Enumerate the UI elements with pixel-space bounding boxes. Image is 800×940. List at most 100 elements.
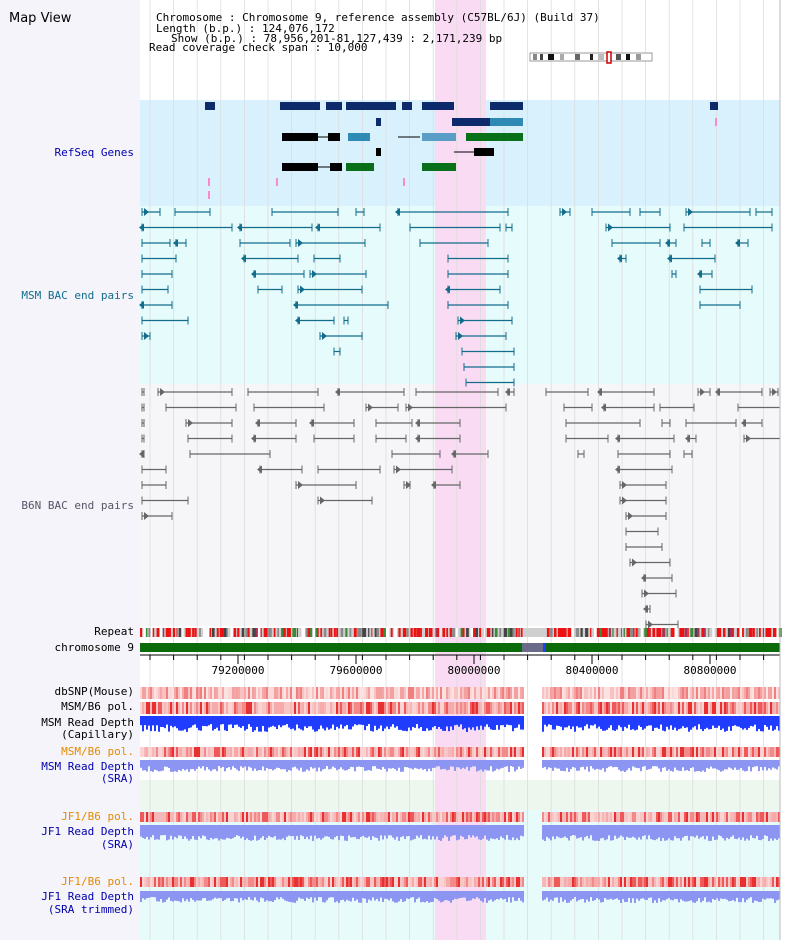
- read-depth-bar: [420, 891, 422, 903]
- read-depth-bar: [550, 825, 552, 841]
- read-depth-bar: [696, 760, 698, 772]
- read-depth-bar: [772, 891, 774, 899]
- repeat-element: [281, 628, 284, 637]
- polymorphism-cell: [772, 747, 774, 757]
- chromosome-ideogram[interactable]: [529, 51, 653, 64]
- read-depth-bar: [422, 716, 424, 731]
- read-depth-bar: [694, 891, 696, 903]
- repeat-element: [237, 628, 240, 637]
- read-depth-bar: [204, 716, 206, 727]
- repeat-element: [520, 628, 523, 637]
- polymorphism-cell: [466, 747, 468, 757]
- polymorphism-cell: [512, 747, 514, 757]
- polymorphism-cell: [706, 747, 708, 757]
- read-depth-bar: [328, 825, 330, 837]
- read-depth-bar: [428, 891, 430, 903]
- read-depth-bar: [464, 825, 466, 840]
- msm-bac-pairs-track[interactable]: [139, 208, 773, 387]
- read-depth-bar: [142, 716, 144, 732]
- polymorphism-heat-tracks[interactable]: [140, 687, 780, 887]
- read-depth-bar: [578, 760, 580, 771]
- read-depth-bar: [626, 825, 628, 837]
- polymorphism-cell: [558, 747, 560, 757]
- polymorphism-cell: [400, 812, 402, 822]
- read-depth-bar: [758, 760, 760, 772]
- msm-bac-arrow: [458, 332, 463, 340]
- polymorphism-cell: [372, 702, 374, 714]
- read-depth-bar: [576, 760, 578, 771]
- repeat-element: [475, 628, 478, 637]
- read-depth-bar: [460, 760, 462, 770]
- read-depth-bar: [544, 891, 546, 900]
- msm-bac-arrow: [665, 239, 670, 247]
- read-depth-bar: [278, 825, 280, 840]
- read-depth-bar: [668, 760, 670, 770]
- read-depth-bar: [288, 760, 290, 771]
- read-depth-bar: [634, 716, 636, 731]
- polymorphism-cell: [386, 747, 388, 757]
- read-depth-bar: [740, 760, 742, 768]
- polymorphism-cell: [204, 812, 206, 822]
- read-depth-tracks[interactable]: [140, 716, 780, 903]
- polymorphism-cell: [180, 747, 182, 757]
- read-depth-bar: [282, 825, 284, 839]
- polymorphism-cell: [404, 702, 406, 714]
- polymorphism-cell: [628, 702, 630, 714]
- polymorphism-cell: [214, 812, 216, 822]
- read-depth-bar: [774, 825, 776, 839]
- read-depth-bar: [490, 825, 492, 839]
- polymorphism-cell: [510, 702, 512, 714]
- polymorphism-cell: [150, 687, 152, 699]
- polymorphism-cell: [328, 747, 330, 757]
- refseq-genes-track[interactable]: [205, 102, 718, 199]
- polymorphism-cell: [674, 702, 676, 714]
- polymorphism-cell: [440, 812, 442, 822]
- polymorphism-cell: [210, 877, 212, 887]
- repeat-track[interactable]: [140, 628, 782, 637]
- polymorphism-cell: [334, 687, 336, 699]
- polymorphism-cell: [770, 812, 772, 822]
- polymorphism-cell: [410, 702, 412, 714]
- repeat-element: [670, 628, 675, 637]
- polymorphism-cell: [236, 877, 238, 887]
- read-depth-bar: [258, 760, 260, 771]
- read-depth-bar: [214, 760, 216, 770]
- read-depth-bar: [336, 825, 338, 837]
- read-depth-bar: [142, 891, 144, 899]
- polymorphism-cell: [182, 687, 184, 699]
- read-depth-bar: [582, 891, 584, 899]
- polymorphism-cell: [438, 747, 440, 757]
- polymorphism-cell: [148, 702, 150, 714]
- polymorphism-cell: [454, 812, 456, 822]
- polymorphism-cell: [756, 702, 758, 714]
- read-depth-bar: [602, 716, 604, 731]
- polymorphism-cell: [268, 877, 270, 887]
- chromosome-track[interactable]: [140, 643, 780, 652]
- read-depth-bar: [698, 716, 700, 725]
- polymorphism-cell: [284, 687, 286, 699]
- polymorphism-cell: [542, 877, 544, 887]
- read-depth-bar: [748, 891, 750, 899]
- read-depth-bar: [414, 716, 416, 728]
- polymorphism-cell: [154, 747, 156, 757]
- polymorphism-cell: [724, 812, 726, 822]
- b6n-bac-pairs-track[interactable]: [139, 388, 781, 629]
- polymorphism-cell: [462, 702, 464, 714]
- polymorphism-cell: [658, 747, 660, 757]
- polymorphism-cell: [456, 687, 458, 699]
- polymorphism-cell: [336, 687, 338, 699]
- read-depth-bar: [564, 760, 566, 772]
- read-depth-bar: [412, 760, 414, 770]
- polymorphism-cell: [404, 687, 406, 699]
- polymorphism-cell: [632, 747, 634, 757]
- repeat-element: [561, 628, 564, 637]
- polymorphism-cell: [606, 812, 608, 822]
- polymorphism-cell: [630, 702, 632, 714]
- b6n-bac-arrow: [648, 620, 653, 629]
- polymorphism-cell: [412, 877, 414, 887]
- read-depth-bar: [506, 891, 508, 903]
- polymorphism-cell: [698, 687, 700, 699]
- read-depth-bar: [264, 891, 266, 902]
- repeat-element: [557, 628, 562, 637]
- read-depth-bar: [728, 760, 730, 768]
